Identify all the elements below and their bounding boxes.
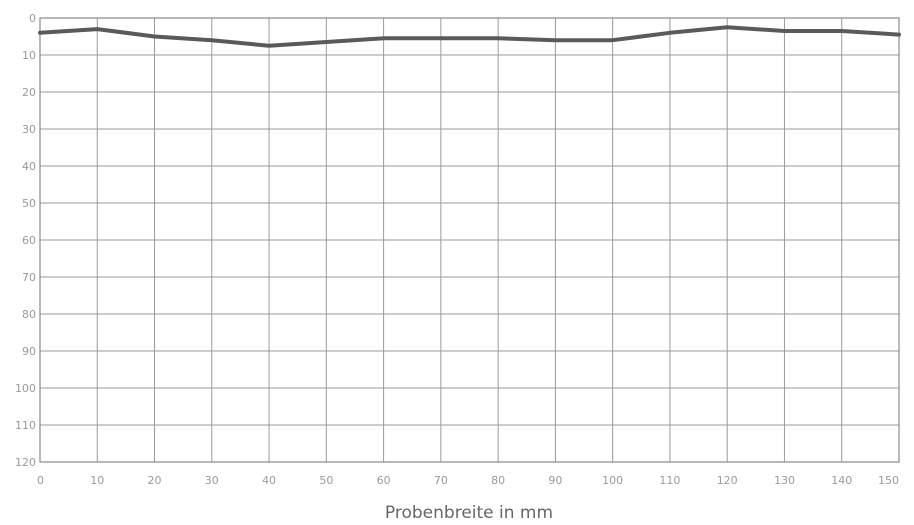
y-tick-label: 90 — [22, 345, 36, 358]
x-tick-label: 70 — [434, 474, 448, 487]
x-tick-label: 90 — [548, 474, 562, 487]
y-tick-label: 20 — [22, 86, 36, 99]
x-tick-label: 20 — [148, 474, 162, 487]
x-tick-label: 10 — [90, 474, 104, 487]
x-tick-label: 30 — [205, 474, 219, 487]
x-tick-label: 80 — [491, 474, 505, 487]
x-tick-label: 50 — [319, 474, 333, 487]
x-tick-label: 100 — [602, 474, 623, 487]
y-tick-label: 110 — [15, 419, 36, 432]
grid-lines — [39, 17, 900, 463]
y-tick-label: 100 — [15, 382, 36, 395]
y-tick-label: 120 — [15, 456, 36, 469]
y-tick-label: 80 — [22, 308, 36, 321]
series-line — [38, 25, 901, 48]
x-tick-label: 140 — [831, 474, 852, 487]
plot-frame — [39, 17, 900, 463]
x-tick-label: 60 — [377, 474, 391, 487]
y-tick-label: 60 — [22, 234, 36, 247]
y-tick-label: 10 — [22, 49, 36, 62]
x-tick-label: 130 — [774, 474, 795, 487]
x-tick-labels: 0 10 20 30 40 50 60 70 80 90 100 110 120 130 140 150 — [37, 474, 899, 487]
x-tick-label: 110 — [659, 474, 680, 487]
y-tick-label: 50 — [22, 197, 36, 210]
series-layer — [38, 25, 901, 48]
y-tick-label: 0 — [29, 12, 36, 25]
y-tick-labels: 0 10 20 30 40 50 60 70 80 90 100 110 120 — [15, 12, 36, 469]
x-tick-label: 0 — [37, 474, 44, 487]
x-tick-label: 120 — [717, 474, 738, 487]
y-tick-label: 30 — [22, 123, 36, 136]
x-axis-label: Probenbreite in mm — [385, 503, 553, 523]
x-tick-label: 150 — [878, 474, 899, 487]
y-tick-label: 40 — [22, 160, 36, 173]
x-tick-label: 40 — [262, 474, 276, 487]
y-tick-label: 70 — [22, 271, 36, 284]
